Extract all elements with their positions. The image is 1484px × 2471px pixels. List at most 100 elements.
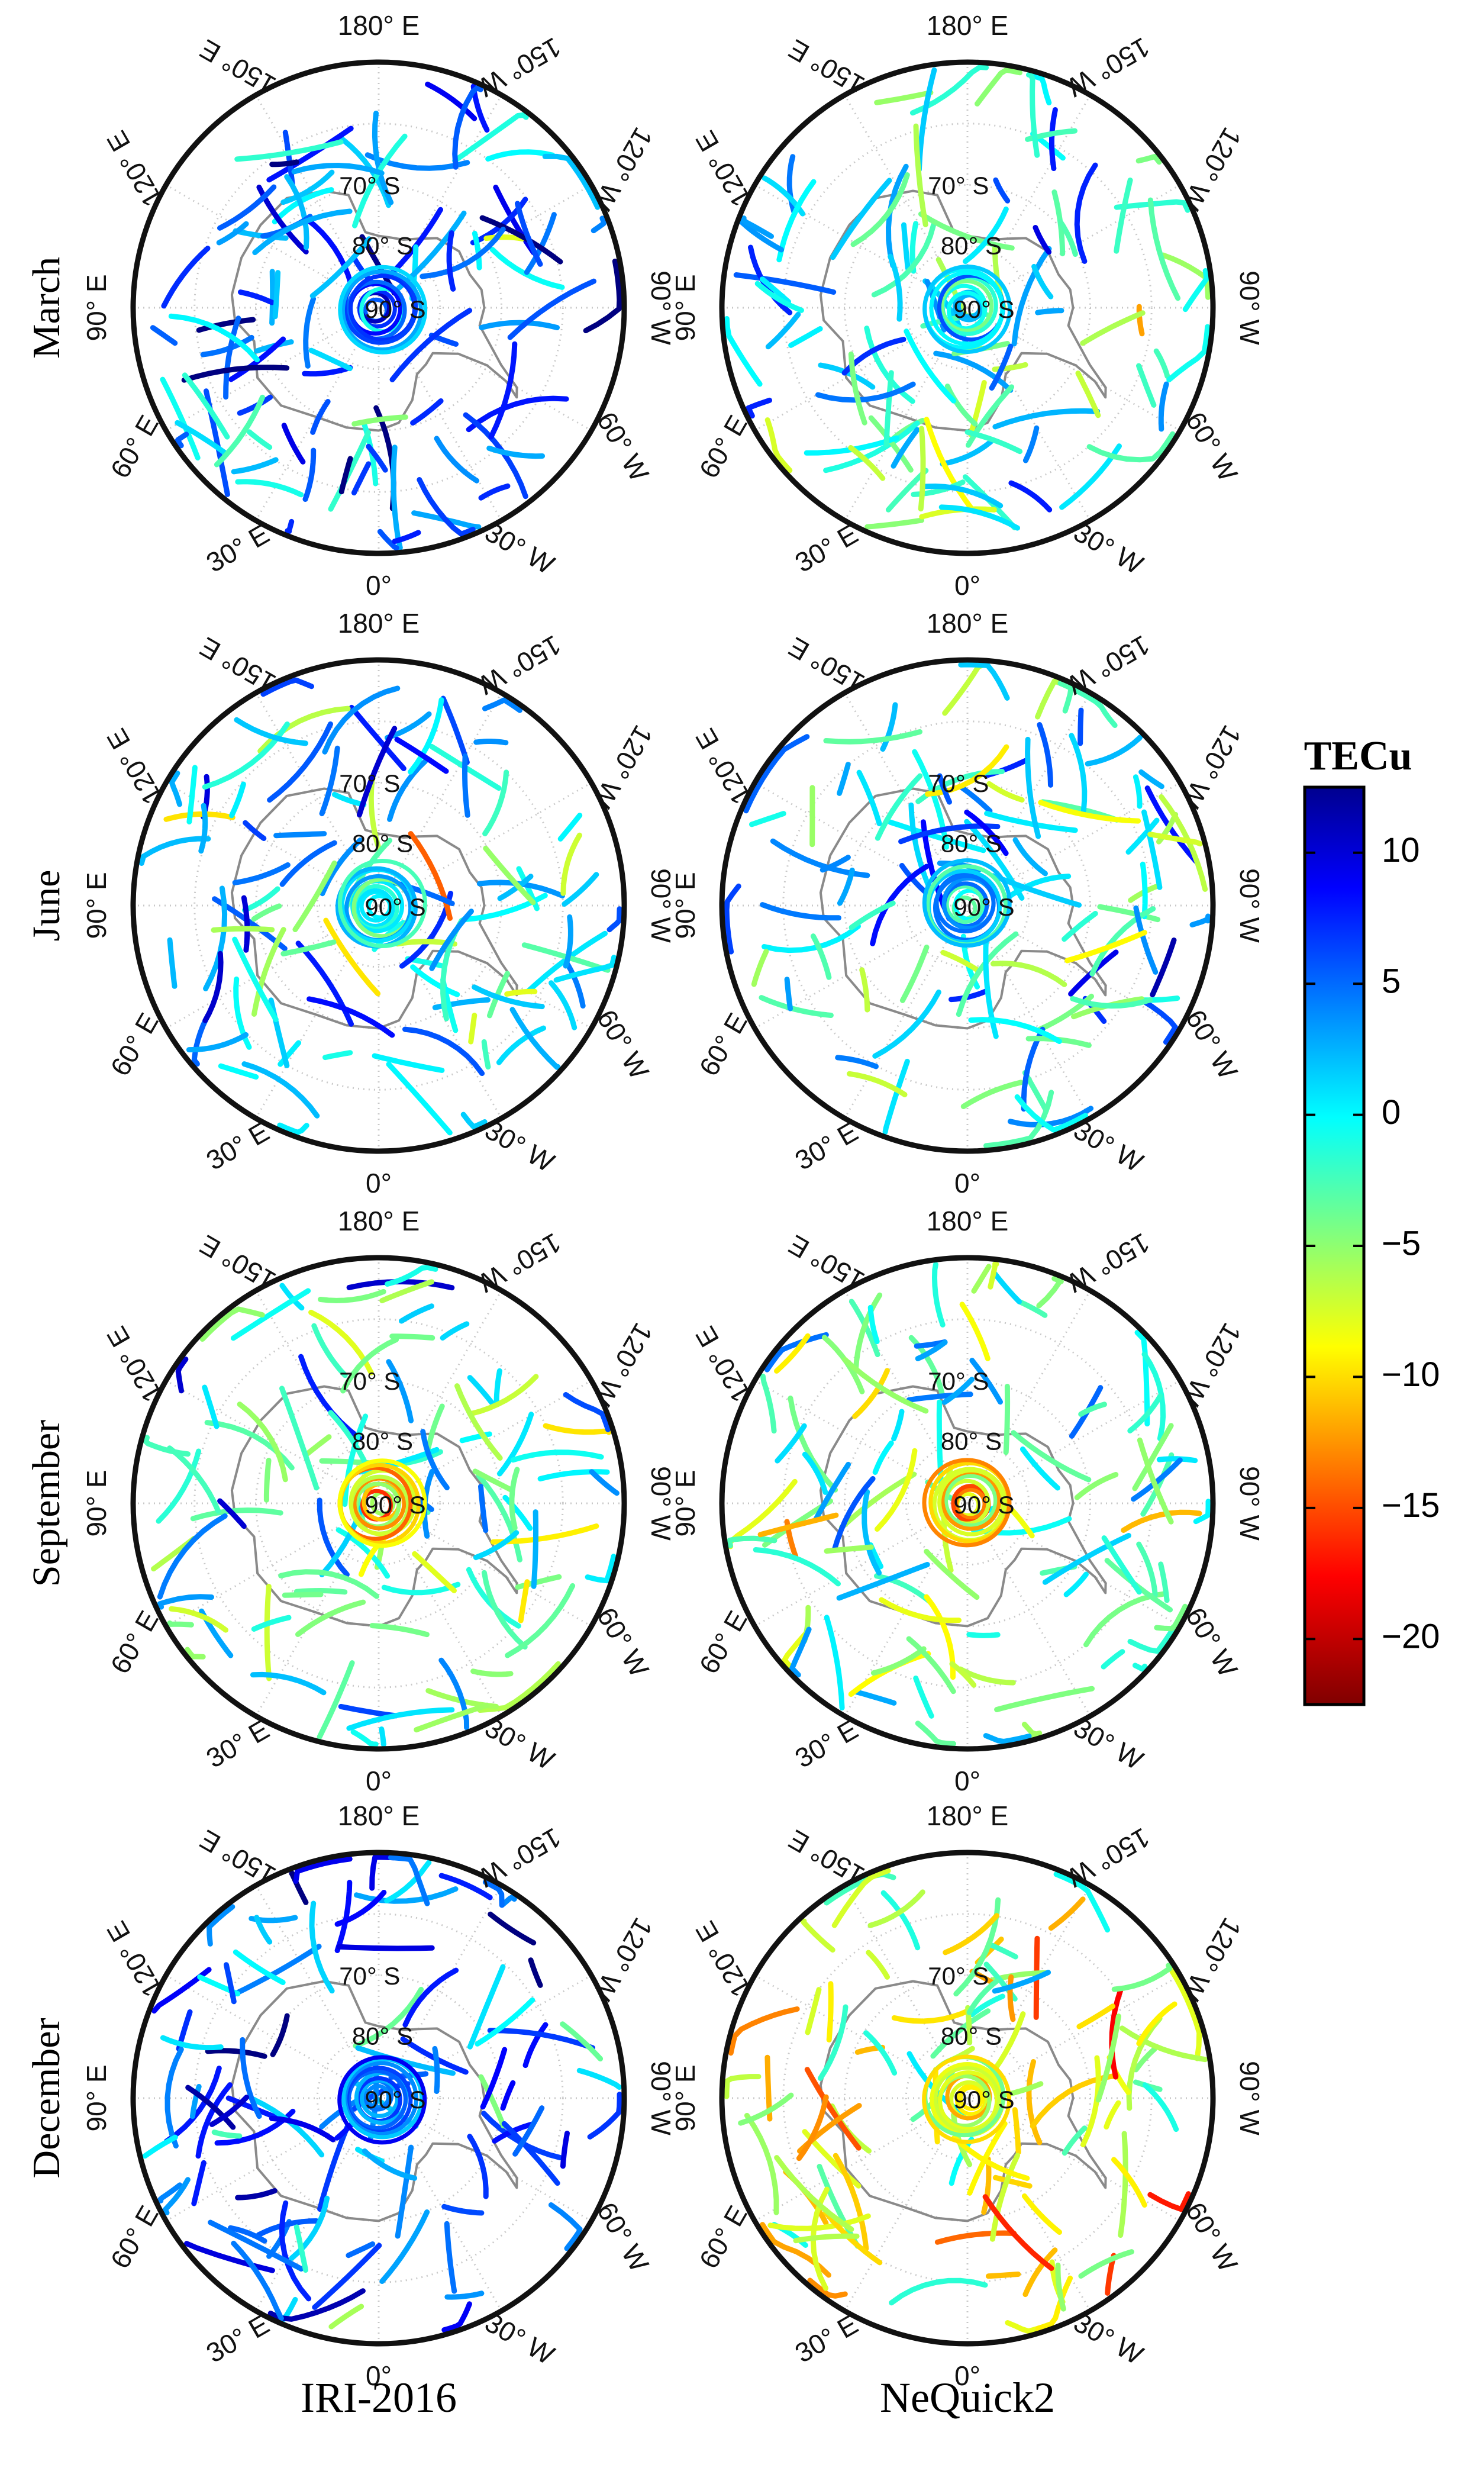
tec-track [352,133,408,228]
lon-label: 0° [366,570,392,601]
tec-track [472,230,482,270]
lon-grid-line [165,1502,379,1627]
lon-label: 60° E [104,410,164,484]
lon-label: 60° W [591,1602,655,1682]
tec-track [479,215,563,265]
tec-track [440,695,470,765]
tec-track [924,1548,980,1600]
tec-track [304,217,354,287]
tec-track [483,234,526,241]
tec-track [874,89,934,105]
row-label: September [25,1420,68,1587]
tec-track [774,1333,811,1374]
lon-label: 120° W [587,1318,659,1412]
lon-label: 0° [366,1766,392,1796]
tec-track [1037,722,1053,788]
tec-track [481,1039,491,1070]
tec-track [346,2241,376,2259]
lon-label: 90° E [81,274,112,341]
tec-track [968,1017,1062,1044]
tec-track [788,1395,838,1493]
tec-track [282,130,295,187]
pole-cluster [922,2054,1012,2144]
tec-track [885,468,929,513]
tec-track [1078,2249,1134,2279]
tec-track [168,313,260,363]
tec-track [309,1900,335,1994]
lon-grid-line [378,307,502,521]
lon-grid-line [165,2097,379,2222]
satellite-tracks [727,1261,1211,1747]
colorbar-tick-label: −10 [1382,1355,1440,1394]
lon-label: 30° E [201,1714,275,1774]
tec-track [992,408,1101,430]
tec-track [1035,2275,1073,2331]
lon-grid-line [378,692,502,906]
tec-track [338,456,353,495]
polar-panel-june-iri-2016: 180° E 150° E 150° W 120° E 120° W 90° E 90° W… [81,608,676,1199]
lon-label: 120° W [1176,720,1247,814]
tec-track [932,1262,946,1328]
lon-label: 120° W [587,123,659,216]
tec-track [984,810,1078,833]
pole-cluster [338,265,428,355]
tec-track [295,1599,366,1637]
tec-track [823,729,922,745]
tec-track [1118,2131,1128,2238]
lon-label: 60° E [104,1606,164,1679]
panel-frame [130,657,627,1154]
tec-track [322,685,401,755]
lat-label: 90° S [364,2086,425,2114]
tec-track [260,677,314,697]
tec-track [509,1467,520,1531]
pole-ring [940,279,994,333]
tec-track [482,769,509,837]
tec-track [251,927,286,1017]
tec-track [224,1962,237,2005]
tec-track [1095,2013,1121,2103]
lat-grid-circle [905,1441,1030,1566]
tec-track [1136,363,1157,408]
tec-track [542,153,601,210]
tec-track [138,836,211,866]
tec-track [866,1950,890,1980]
tec-track [831,1868,891,1928]
tec-track [739,217,785,253]
tec-track [562,872,599,907]
tec-track [959,784,993,814]
tec-track [142,2134,178,2159]
lon-grid-line [378,307,592,431]
tec-track [191,2160,207,2206]
tec-track [801,1918,835,1953]
tec-track [934,2230,1017,2245]
tec-track [990,961,1067,987]
tec-track [163,2066,222,2144]
lon-label: 120° W [1176,1318,1247,1412]
lat-grid-circle [193,1913,564,2283]
lon-label: 90° E [670,1470,701,1536]
lon-label: 90° E [670,872,701,939]
tec-track [302,447,317,502]
tec-track [804,2067,862,2151]
lat-label: 90° S [364,1491,425,1519]
lon-label: 30° E [201,518,275,579]
tec-track [1025,736,1041,839]
lon-grid-line [255,1503,380,1717]
lat-grid-circle [193,1318,564,1689]
tec-track [342,1413,369,1507]
tec-track [764,1332,829,1373]
tec-track [1062,911,1098,942]
colorbar: TECu 10 5 0 −5 −10 −15 −20 [1303,733,1440,1706]
tec-track [764,417,793,473]
tec-track [1134,1330,1150,1427]
lon-label: 150° E [195,632,281,699]
tec-track [1114,178,1133,254]
tec-track [1158,1561,1170,1603]
tec-track [1166,324,1211,383]
tec-track [277,1122,309,1135]
lon-label: 90° W [646,1466,676,1541]
tec-track [505,1583,576,1658]
tec-track [1158,381,1169,432]
lon-label: 30° E [790,1116,863,1177]
lon-label: 60° E [104,2201,164,2274]
